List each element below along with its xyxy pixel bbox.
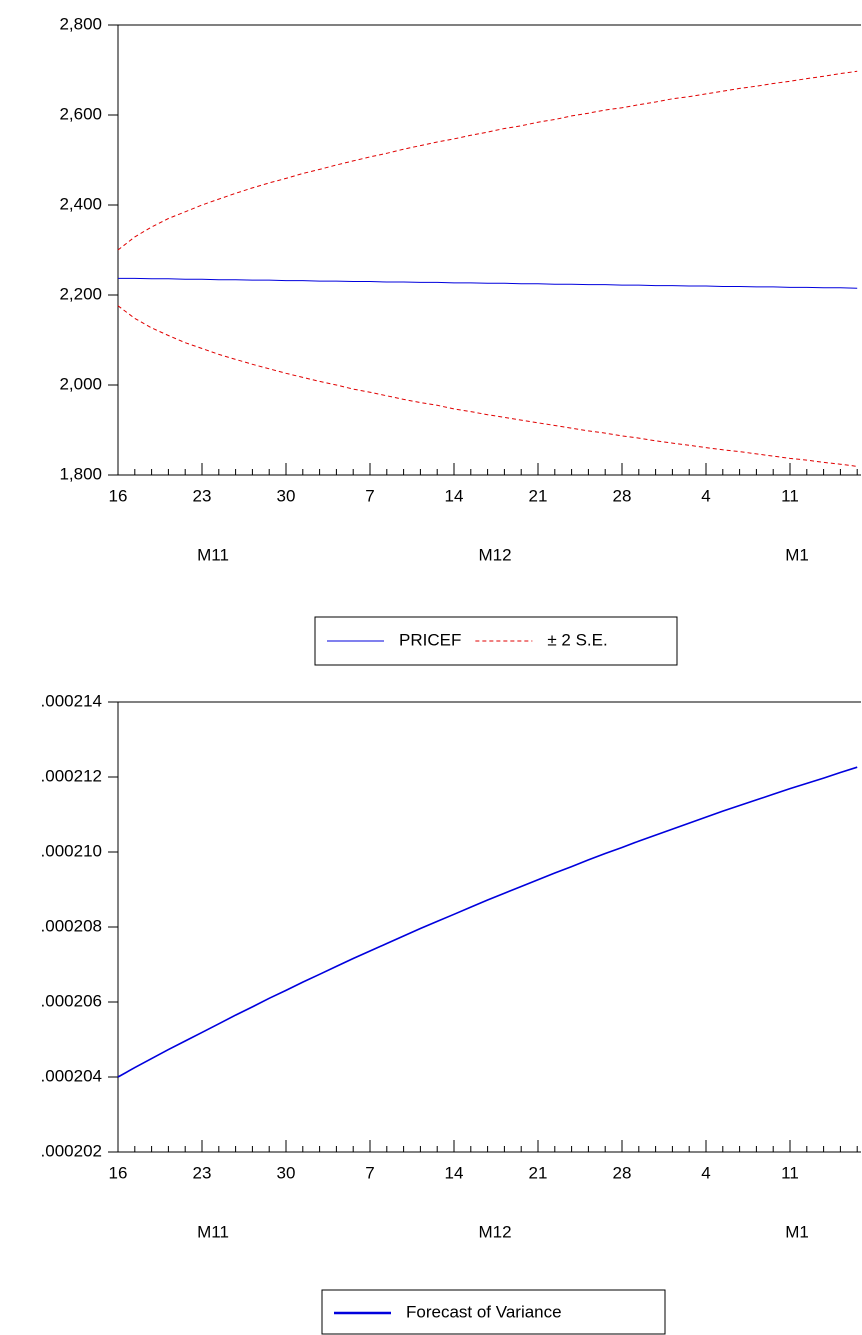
y-tick-label: 2,200 — [59, 284, 102, 303]
y-tick-label: .000204 — [41, 1066, 102, 1085]
month-label: M12 — [478, 545, 511, 564]
y-tick-label: .000208 — [41, 916, 102, 935]
month-label: M11 — [197, 545, 229, 564]
y-tick-label: 1,800 — [59, 464, 102, 483]
x-tick-label: 16 — [109, 1163, 128, 1182]
x-tick-label: 21 — [529, 1163, 548, 1182]
month-label: M11 — [197, 1222, 229, 1241]
upper-band — [117, 70, 858, 251]
y-tick-label: .000206 — [41, 991, 102, 1010]
x-tick-label: 30 — [277, 1163, 296, 1182]
x-tick-label: 14 — [445, 486, 464, 505]
y-tick-label: .000214 — [41, 691, 102, 710]
legend-label: PRICEF — [399, 630, 461, 649]
x-tick-label: 14 — [445, 1163, 464, 1182]
x-tick-label: 11 — [781, 486, 799, 505]
month-label: M12 — [478, 1222, 511, 1241]
x-tick-label: 28 — [613, 1163, 632, 1182]
legend-label: Forecast of Variance — [406, 1302, 562, 1321]
month-label: M1 — [785, 545, 809, 564]
x-tick-label: 7 — [365, 1163, 374, 1182]
x-tick-label: 16 — [109, 486, 128, 505]
month-label: M1 — [785, 1222, 809, 1241]
legend-label: ± 2 S.E. — [547, 630, 607, 649]
y-tick-label: .000210 — [41, 841, 102, 860]
x-tick-label: 30 — [277, 486, 296, 505]
y-tick-label: 2,600 — [59, 104, 102, 123]
x-tick-label: 23 — [193, 486, 212, 505]
lower-band — [117, 305, 858, 467]
y-tick-label: .000202 — [41, 1141, 102, 1160]
x-tick-label: 7 — [365, 486, 374, 505]
x-tick-label: 11 — [781, 1163, 799, 1182]
y-tick-label: 2,400 — [59, 194, 102, 213]
series-line — [118, 277, 858, 289]
series-line — [117, 766, 858, 1078]
y-tick-label: .000212 — [41, 766, 102, 785]
x-tick-label: 4 — [701, 1163, 710, 1182]
x-tick-label: 23 — [193, 1163, 212, 1182]
y-tick-label: 2,000 — [59, 374, 102, 393]
x-tick-label: 4 — [701, 486, 710, 505]
x-tick-label: 28 — [613, 486, 632, 505]
x-tick-label: 21 — [529, 486, 548, 505]
y-tick-label: 2,800 — [59, 14, 102, 33]
